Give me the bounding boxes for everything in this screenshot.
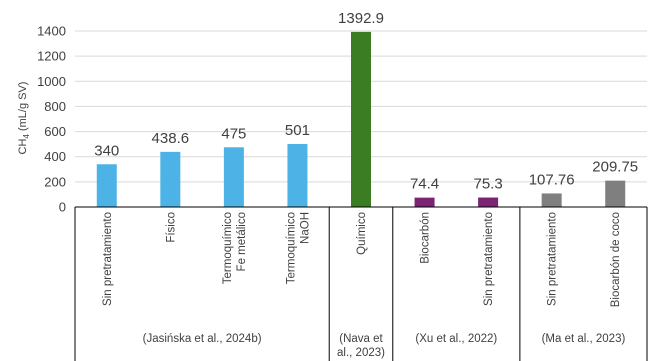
- data-label: 475: [221, 125, 246, 142]
- category-label: Sin pretratamiento: [102, 212, 114, 306]
- y-tick-label: 800: [44, 99, 66, 114]
- y-tick-label: 1000: [37, 74, 66, 89]
- bars: [96, 31, 626, 207]
- group-labels: (Jasińska et al., 2024b) (Nava et al., 202…: [143, 333, 626, 359]
- y-tick-label: 400: [44, 149, 66, 164]
- category-label: Sin pretratamiento: [483, 212, 495, 306]
- category-label: Biocarbón de coco: [610, 212, 622, 307]
- category-table: [74, 206, 648, 361]
- group-label: (Nava et: [339, 333, 383, 345]
- category-label: Fe metálico: [236, 212, 248, 271]
- data-label: 209.75: [592, 159, 638, 176]
- bar: [414, 197, 435, 207]
- category-label: Químico: [356, 212, 368, 255]
- bar: [478, 197, 499, 207]
- group-label: (Ma et al., 2023): [542, 333, 626, 345]
- data-label: 1392.9: [338, 10, 384, 27]
- y-tick-label: 1200: [37, 49, 66, 64]
- category-label: Sin pretratamiento: [547, 212, 559, 306]
- category-label: Termoquímico: [285, 212, 297, 284]
- bar: [223, 147, 244, 207]
- bar: [351, 31, 371, 207]
- y-tick-label: 0: [59, 200, 66, 215]
- data-label: 340: [94, 142, 119, 159]
- category-label: Biocarbón: [420, 212, 432, 264]
- y-axis-label: CH4 (mL/g SV): [17, 82, 31, 155]
- bar: [287, 144, 308, 207]
- data-label: 438.6: [152, 130, 190, 147]
- bar: [160, 151, 181, 207]
- bar: [96, 164, 117, 207]
- y-axis-ticks: 0 200 400 600 800 1000 1200 1400: [37, 24, 66, 215]
- group-label: (Jasińska et al., 2024b): [143, 333, 262, 345]
- y-tick-label: 200: [44, 174, 66, 189]
- data-labels: 340 438.6 475 501 1392.9 74.4 75.3 107.76 209.75: [94, 10, 638, 193]
- bar: [541, 193, 562, 207]
- data-label: 74.4: [410, 176, 439, 193]
- category-label: NaOH: [299, 212, 311, 244]
- data-label: 107.76: [529, 171, 575, 188]
- category-label: Termoquímico: [222, 212, 234, 284]
- bar: [605, 180, 626, 207]
- group-label: (Xu et al., 2022): [415, 333, 497, 345]
- data-label: 75.3: [474, 176, 503, 193]
- category-label: Físico: [165, 212, 177, 243]
- group-label: al., 2023): [337, 347, 385, 359]
- y-tick-label: 600: [44, 124, 66, 139]
- category-labels: Sin pretratamiento Físico Termoquímico Fe m…: [102, 212, 622, 307]
- data-label: 501: [285, 122, 310, 139]
- y-tick-label: 1400: [37, 24, 66, 39]
